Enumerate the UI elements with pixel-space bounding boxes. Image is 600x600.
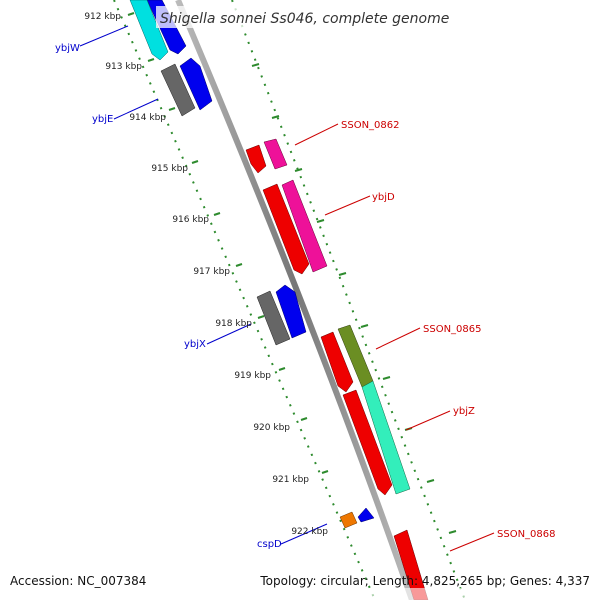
tick-label-917: 917 kbp	[193, 267, 230, 277]
tick-label-919: 919 kbp	[234, 371, 271, 381]
bottom-fade	[0, 588, 600, 600]
gene-red-reverse-2[interactable]	[262, 183, 310, 275]
tick-label-915: 915 kbp	[151, 164, 188, 174]
accession-text: Accession: NC_007384	[10, 574, 147, 588]
label-ybjW[interactable]: ybjW	[55, 43, 80, 54]
gene-ybjX-forward[interactable]	[275, 284, 307, 339]
genome-backbone	[175, 0, 415, 600]
topology-text: Topology: circular; Length: 4,825,265 bp…	[260, 574, 590, 588]
label-ybjZ[interactable]: ybjZ	[453, 406, 475, 417]
label-SSON-0862[interactable]: SSON_0862	[341, 120, 400, 131]
gene-red-reverse-3[interactable]	[320, 331, 354, 393]
label-cspD[interactable]: cspD	[257, 539, 282, 550]
title-backdrop	[156, 6, 446, 28]
gene-gray-reverse-2[interactable]	[256, 290, 291, 346]
map-title: Shigella sonnei Ss046, complete genome	[160, 11, 449, 27]
gene-gray-reverse-1[interactable]	[160, 63, 196, 117]
inner-ruler-line	[113, 0, 376, 600]
tick-label-914: 914 kbp	[129, 113, 166, 123]
gene-red-reverse-4[interactable]	[342, 389, 393, 496]
gene-ybjE-forward[interactable]	[179, 57, 213, 111]
tick-label-913: 913 kbp	[105, 62, 142, 72]
tick-label-916: 916 kbp	[172, 215, 209, 225]
gene-SSON-0868-reverse[interactable]	[393, 529, 429, 600]
tick-label-918: 918 kbp	[215, 319, 252, 329]
tick-label-922: 922 kbp	[291, 527, 328, 537]
tick-label-920: 920 kbp	[253, 423, 290, 433]
label-leaders	[79, 25, 495, 552]
gene-red-reverse-1[interactable]	[245, 144, 267, 174]
gene-SSON-0862-forward[interactable]	[263, 138, 288, 170]
label-ybjE[interactable]: ybjE	[92, 114, 113, 125]
label-ybjX[interactable]: ybjX	[184, 339, 206, 350]
gene-ybjZ-forward[interactable]	[361, 380, 411, 495]
label-SSON-0868[interactable]: SSON_0868	[497, 529, 556, 540]
label-SSON-0865[interactable]: SSON_0865	[423, 324, 482, 335]
gene-cyan-reverse[interactable]	[129, 0, 169, 61]
gene-cspD-forward[interactable]	[357, 507, 375, 523]
tick-label-921: 921 kbp	[272, 475, 309, 485]
tick-label-912: 912 kbp	[84, 12, 121, 22]
gene-cspD-reverse[interactable]	[339, 511, 358, 529]
label-ybjD[interactable]: ybjD	[372, 192, 395, 203]
gene-ybjD-forward[interactable]	[281, 179, 328, 273]
